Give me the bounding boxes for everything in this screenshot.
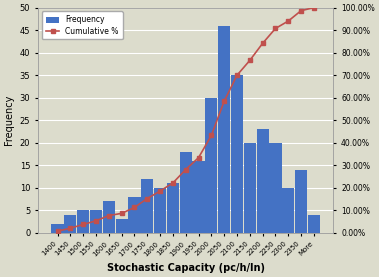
Line: Cumulative %: Cumulative % bbox=[55, 6, 316, 233]
Bar bbox=[282, 188, 294, 233]
Bar bbox=[141, 179, 153, 233]
Bar bbox=[64, 215, 77, 233]
Cumulative % bbox=[273, 27, 278, 30]
Cumulative % bbox=[81, 223, 85, 226]
Cumulative % bbox=[55, 230, 60, 233]
Bar bbox=[218, 26, 230, 233]
Cumulative % bbox=[235, 74, 239, 77]
Bar bbox=[257, 129, 269, 233]
Bar bbox=[269, 143, 282, 233]
Bar bbox=[244, 143, 256, 233]
Cumulative % bbox=[260, 42, 265, 45]
Bar bbox=[52, 224, 64, 233]
Cumulative % bbox=[158, 189, 162, 193]
Cumulative % bbox=[106, 214, 111, 217]
Bar bbox=[193, 161, 205, 233]
Cumulative % bbox=[209, 134, 214, 137]
Bar bbox=[295, 170, 307, 233]
Cumulative % bbox=[68, 227, 73, 230]
Bar bbox=[167, 183, 179, 233]
Bar bbox=[103, 201, 115, 233]
Bar bbox=[154, 188, 166, 233]
Bar bbox=[90, 210, 102, 233]
Bar bbox=[77, 210, 89, 233]
Cumulative % bbox=[247, 59, 252, 62]
Cumulative % bbox=[171, 181, 175, 184]
Cumulative % bbox=[145, 197, 150, 200]
Cumulative % bbox=[222, 99, 226, 103]
Bar bbox=[231, 75, 243, 233]
Cumulative % bbox=[286, 19, 291, 23]
Bar bbox=[308, 215, 320, 233]
Y-axis label: Frequency: Frequency bbox=[4, 95, 14, 145]
Cumulative % bbox=[94, 219, 98, 222]
Cumulative % bbox=[312, 6, 316, 9]
Bar bbox=[128, 197, 141, 233]
Cumulative % bbox=[183, 168, 188, 171]
Cumulative % bbox=[299, 9, 303, 12]
Cumulative % bbox=[132, 206, 137, 209]
Bar bbox=[180, 152, 192, 233]
Cumulative % bbox=[119, 212, 124, 215]
Legend: Frequency, Cumulative %: Frequency, Cumulative % bbox=[42, 11, 123, 39]
Bar bbox=[116, 219, 128, 233]
Bar bbox=[205, 98, 218, 233]
X-axis label: Stochastic Capacity (pc/h/ln): Stochastic Capacity (pc/h/ln) bbox=[107, 263, 265, 273]
Cumulative % bbox=[196, 156, 201, 159]
